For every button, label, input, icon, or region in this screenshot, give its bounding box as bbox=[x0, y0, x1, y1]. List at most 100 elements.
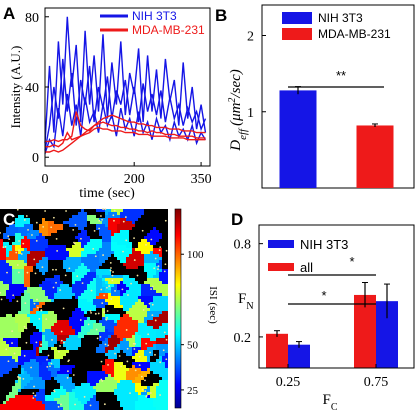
panel-b-bar bbox=[279, 90, 317, 188]
panel-c-cell-dot bbox=[58, 350, 60, 353]
panel-c-cell-dot bbox=[108, 285, 111, 287]
panel-c-cell-dot bbox=[0, 291, 2, 294]
panel-c-cell-dot bbox=[164, 219, 167, 222]
panel-a-xtick-label: 200 bbox=[124, 172, 145, 187]
panel-c-cell-dot bbox=[107, 363, 109, 366]
panel-c-cell-dot bbox=[147, 333, 150, 336]
panel-c-cell-dot bbox=[149, 392, 152, 394]
panel-c-cell-dot bbox=[101, 302, 104, 305]
panel-c-cell-dot bbox=[32, 397, 35, 399]
panel-c-cell-dot bbox=[68, 267, 71, 270]
panel-c-cell-dot bbox=[36, 298, 38, 301]
panel-c-cell-dot bbox=[141, 388, 144, 391]
panel-c-cell-dot bbox=[35, 221, 38, 224]
panel-c-cell-dot bbox=[7, 360, 10, 363]
panel-c-cell-dot bbox=[112, 214, 115, 217]
panel-c-cell-dot bbox=[150, 288, 153, 290]
panel-c-cell-dot bbox=[127, 294, 129, 296]
panel-c-cell-dot bbox=[41, 266, 44, 269]
panel-c-colorbar-ticks: 25 50 100 bbox=[181, 249, 204, 397]
panel-c-cell-dot bbox=[74, 403, 76, 406]
panel-c-cell-dot bbox=[20, 253, 23, 255]
panel-d-bars bbox=[266, 282, 398, 368]
panel-c-cell-dot bbox=[2, 246, 5, 249]
panel-c-cell-dot bbox=[83, 395, 86, 398]
panel-a-xlabel: time (sec) bbox=[79, 186, 135, 201]
panel-c-cell-dot bbox=[100, 215, 102, 217]
panel-c-cell-dot bbox=[154, 319, 157, 322]
panel-c-cell-dot bbox=[101, 218, 103, 221]
panel-c-cell-dot bbox=[163, 270, 166, 273]
panel-d-xlabel-main: F bbox=[322, 392, 330, 408]
panel-c-cell-dot bbox=[98, 227, 101, 230]
panel-c-cell-dot bbox=[133, 237, 135, 240]
panel-c-cell-dot bbox=[52, 268, 54, 271]
panel-c-cell-dot bbox=[145, 395, 148, 398]
panel-c-cell-dot bbox=[112, 271, 114, 273]
panel-c-cell-dot bbox=[0, 298, 3, 301]
panel-c-cell-dot bbox=[99, 336, 102, 338]
panel-c-cell-dot bbox=[110, 298, 113, 300]
panel-c-cell-dot bbox=[104, 208, 107, 211]
panel-c-cell-dot bbox=[94, 255, 97, 258]
panel-c-cell-dot bbox=[97, 312, 100, 315]
panel-c-cell-dot bbox=[25, 341, 28, 344]
panel-d-ylabel-sub: N bbox=[246, 301, 253, 312]
panel-c-cell-dot bbox=[59, 289, 62, 291]
panel-b-legend-mda: MDA-MB-231 bbox=[318, 27, 391, 41]
panel-c-cell-dot bbox=[100, 288, 103, 291]
panel-b-ylabel-sup: 2 bbox=[227, 98, 238, 103]
panel-c-cell-dot bbox=[87, 323, 90, 326]
panel-c-cell-dot bbox=[107, 344, 110, 347]
panel-c-cell-dot bbox=[23, 354, 26, 357]
panel-c-cell-dot bbox=[120, 365, 123, 368]
panel-c-letter: C bbox=[3, 210, 15, 229]
panel-c-cell-dot bbox=[51, 339, 53, 341]
panel-c-cell-dot bbox=[30, 366, 32, 369]
panel-a-legend-mda: MDA-MB-231 bbox=[132, 23, 205, 37]
panel-c-colorbar-tick-label: 50 bbox=[187, 340, 199, 352]
panel-c-cell-dot bbox=[159, 394, 162, 396]
panel-c-cell-dot bbox=[34, 394, 37, 397]
panel-c-cell-dot bbox=[122, 250, 124, 253]
panel-b-significance-label: ** bbox=[336, 68, 346, 83]
panel-c-cell-dot bbox=[55, 238, 58, 240]
panel-c-cell-dot bbox=[144, 390, 147, 393]
panel-a-letter: A bbox=[3, 4, 15, 23]
panel-a-series-line-5 bbox=[45, 126, 206, 153]
panel-c-cell-dot bbox=[125, 329, 128, 331]
panel-c-cell-dot bbox=[113, 209, 116, 212]
panel-c-cell-dot bbox=[111, 279, 114, 282]
panel-b-legend-nih-swatch bbox=[282, 12, 312, 24]
panel-c-cell-dot bbox=[98, 219, 101, 222]
panel-c-cell-dot bbox=[154, 257, 157, 260]
panel-c-cell-dot bbox=[140, 375, 143, 378]
panel-c-cell-dot bbox=[132, 342, 135, 345]
panel-d-axes-box bbox=[258, 224, 415, 369]
panel-c-cell-dot bbox=[72, 229, 75, 231]
panel-c-cell-dot bbox=[46, 365, 49, 368]
panel-c-voronoi-map bbox=[0, 208, 168, 410]
panel-c-cell-dot bbox=[19, 377, 22, 380]
panel-c-cell-dot bbox=[133, 348, 136, 350]
panel-c-cell-dot bbox=[22, 377, 25, 380]
panel-c-cell-dot bbox=[72, 374, 75, 376]
panel-c-cell-dot bbox=[18, 249, 20, 252]
panel-c-cell-dot bbox=[26, 271, 29, 274]
panel-c-cell-dot bbox=[157, 268, 159, 270]
panel-c-cell-dot bbox=[7, 213, 10, 216]
panel-c-cell-dot bbox=[31, 234, 33, 236]
panel-a-ylabel: Intensity (A.U.) bbox=[8, 46, 23, 129]
panel-c-cell-dot bbox=[151, 303, 154, 306]
panel-c-cell-dot bbox=[163, 331, 166, 334]
panel-c-cell-dot bbox=[157, 265, 160, 268]
panel-b-axes-box bbox=[261, 4, 415, 189]
panel-c-cell-dot bbox=[136, 274, 139, 277]
panel-c-cell-dot bbox=[109, 261, 112, 264]
panel-d: D 0.20.80.25 0.75 NIH 3T3 all * * FN FC bbox=[231, 210, 415, 411]
panel-c-cell-dot bbox=[18, 240, 20, 242]
panel-c-cell-dot bbox=[138, 355, 141, 358]
panel-c-cell-dot bbox=[59, 345, 61, 347]
panel-c-cell-dot bbox=[32, 392, 35, 395]
panel-c-cell-dot bbox=[81, 282, 84, 284]
